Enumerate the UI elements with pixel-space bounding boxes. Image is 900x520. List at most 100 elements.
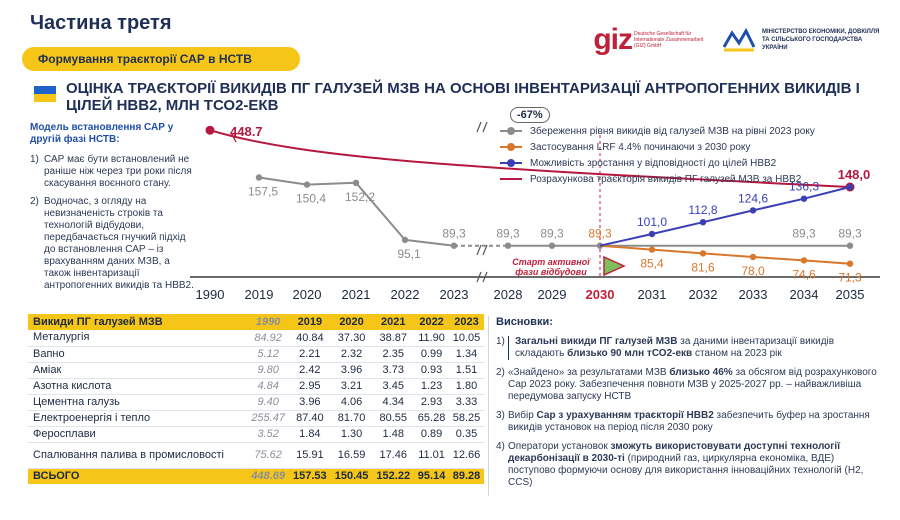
partner-logos: giz Deutsche Gesellschaft für Internatio…: [593, 18, 882, 62]
table-cell: 448.69: [247, 468, 289, 484]
table-cell: 87.40: [289, 410, 331, 427]
data-label: 95,1: [397, 247, 421, 261]
table-cell: 80.55: [372, 410, 415, 427]
table-cell: 2.42: [289, 362, 331, 379]
table-cell: 157.53: [289, 468, 331, 484]
table-cell: 9.40: [247, 394, 289, 411]
table-row: Вапно 5.12 2.21 2.32 2.35 0.99 1.34: [28, 346, 484, 363]
row-label: ВСЬОГО: [28, 468, 248, 484]
data-label: 78,0: [741, 264, 765, 278]
table-cell: 1.51: [449, 362, 484, 379]
model-note-item: 2) Водночас, з огляду на невизначеність …: [30, 196, 194, 292]
conclusion-item: 4) Оператори установок зможуть використов…: [492, 441, 884, 489]
series-segment-1: [702, 252, 754, 258]
table-cell: 38.87: [372, 330, 415, 347]
data-point-1: [749, 253, 757, 261]
table-row: Аміак 9.80 2.42 3.96 3.73 0.93 1.51: [28, 362, 484, 379]
data-label: 81,6: [691, 260, 715, 274]
ukraine-flag-icon: [34, 86, 56, 102]
ministry-logo-text: МІНІСТЕРСТВО ЕКОНОМІКИ, ДОВКІЛЛЯ ТА СІЛЬ…: [762, 29, 880, 51]
table-cell: 3.96: [289, 394, 331, 411]
column-header: 2021: [372, 314, 415, 330]
legend-item: Можливість зростання у відповідності до …: [500, 155, 850, 171]
series-segment-1: [803, 259, 851, 265]
data-label: 101,0: [637, 215, 667, 229]
series-segment-2: [702, 209, 754, 224]
table-cell: 1.48: [372, 426, 415, 443]
table-cell: 3.21: [330, 378, 373, 395]
data-point-2: [800, 195, 808, 202]
table-cell: 37.30: [330, 330, 373, 347]
row-label: Азотна кислота: [28, 378, 248, 395]
row-label: Цементна галузь: [28, 394, 248, 411]
axis-break-mark: [476, 271, 488, 283]
legend-label: Розрахункова траєкторія викидів ПГ галуз…: [530, 173, 802, 185]
table-cell: 1.23: [414, 378, 450, 395]
ministry-emblem-icon: [722, 27, 756, 52]
legend-item: Розрахункова траєкторія викидів ПГ галуз…: [500, 171, 850, 187]
page-title: Частина третя: [30, 12, 172, 34]
table-cell: 17.46: [372, 442, 415, 469]
row-label: Аміак: [28, 362, 248, 379]
giz-logo-subtext: Deutsche Gesellschaft für Internationale…: [634, 31, 704, 49]
conclusion-item: 2) «Знайдено» за результатами МЗВ близько…: [492, 367, 884, 403]
conclusion-item: 1) Загальні викиди ПГ галузей МЗВ за дани…: [492, 336, 884, 360]
data-label: 157,5: [248, 185, 278, 199]
legend-marker: [500, 126, 522, 136]
note-number: 1): [30, 154, 39, 165]
data-point-0: [450, 242, 458, 249]
conclusion-text: Оператори установок зможуть використовув…: [508, 441, 864, 488]
series-segment-1: [599, 244, 653, 251]
table-cell: 1.34: [449, 346, 484, 363]
x-tick-label: 2020: [293, 287, 322, 302]
table-cell: 12.66: [449, 442, 484, 469]
table-cell: 2.93: [414, 394, 450, 411]
legend-marker: [500, 142, 522, 152]
data-label: 71,3: [838, 271, 862, 285]
table-row: Спалювання палива в промисловості 75.62 15…: [28, 442, 484, 469]
data-point-2: [846, 183, 854, 191]
x-tick-label: 2034: [790, 287, 819, 302]
x-tick-label: 2032: [689, 287, 718, 302]
start-flag-icon: [603, 255, 626, 277]
table-cell: 89.28: [449, 468, 484, 484]
data-point-0: [846, 242, 854, 249]
legend-label: Застосування LRF 4.4% починаючи з 2030 р…: [530, 141, 751, 153]
data-point-1: [699, 250, 707, 257]
table-cell: 9.80: [247, 362, 289, 379]
column-header: 1990: [247, 314, 289, 330]
data-point-2: [699, 219, 707, 226]
series-segment-1: [752, 256, 805, 262]
section-subtitle: Формування траєкторії САР в НСТВ: [22, 47, 300, 71]
axis-break-mark: [476, 244, 488, 256]
data-point-0: [352, 179, 360, 186]
data-point-2: [648, 230, 656, 238]
reduction-badge: -67%: [510, 107, 550, 123]
legend-label: Можливість зростання у відповідності до …: [530, 157, 777, 169]
table-cell: 81.70: [330, 410, 373, 427]
legend-item: Збереження рівня викидів від галузей МЗВ…: [500, 123, 850, 139]
giz-logo-wordmark: giz: [593, 23, 633, 56]
data-point-0: [548, 242, 556, 249]
data-point-1: [648, 246, 656, 253]
data-label: 152,2: [345, 190, 375, 204]
model-note-item: 1) САР має бути встановлений не раніше н…: [30, 154, 194, 190]
series-segment-0: [404, 238, 455, 247]
legend-marker: [500, 174, 522, 184]
conclusion-number: 3): [496, 410, 505, 421]
table-cell: 2.95: [289, 378, 331, 395]
x-tick-label: 2023: [440, 287, 469, 302]
data-point-3: [205, 125, 215, 135]
table-cell: 150.45: [330, 468, 373, 484]
conclusions-panel: Висновки: 1) Загальні викиди ПГ галузей М…: [492, 316, 884, 496]
chart-legend: Збереження рівня викидів від галузей МЗВ…: [500, 123, 850, 187]
x-tick-label: 2022: [391, 287, 420, 302]
row-label: Вапно: [28, 346, 248, 363]
table-cell: 10.05: [449, 330, 484, 347]
series-segment-0: [258, 176, 308, 186]
data-point-1: [800, 257, 808, 264]
giz-logo: giz Deutsche Gesellschaft für Internatio…: [593, 23, 712, 57]
data-label: 89,3: [838, 227, 862, 241]
table-total-row: ВСЬОГО 448.69 157.53 150.45 152.22 95.14 89.28: [28, 468, 484, 484]
table-row: Цементна галузь 9.40 3.96 4.06 4.34 2.93 3.33: [28, 394, 484, 411]
